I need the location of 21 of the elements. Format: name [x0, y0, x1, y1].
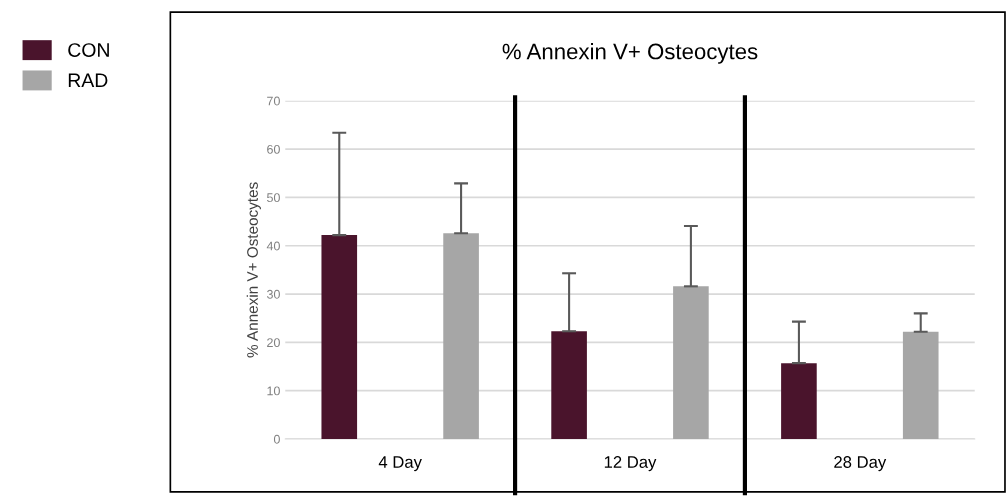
bar [443, 233, 479, 439]
y-tick-label: 10 [267, 386, 280, 396]
bar [321, 235, 358, 439]
chart-title: % Annexin V+ Osteocytes [502, 43, 758, 64]
x-tick-label: 12 Day [604, 456, 657, 472]
bar [551, 331, 587, 439]
bar [781, 363, 817, 439]
y-tick-label: 0 [273, 434, 280, 444]
x-tick-label: 4 Day [378, 456, 422, 472]
y-axis-title: % Annexin V+ Osteocytes [246, 182, 261, 358]
y-tick-label: 30 [266, 289, 280, 299]
x-tick-label: 28 Day [834, 456, 887, 472]
y-tick-label: 20 [267, 338, 280, 348]
y-tick-label: 50 [267, 193, 280, 203]
bar [673, 286, 709, 439]
y-tick-label: 60 [267, 144, 280, 154]
legend-label: RAD [68, 73, 108, 87]
bar [902, 331, 939, 439]
y-tick-label: 70 [267, 96, 280, 106]
y-tick-label: 40 [266, 241, 280, 251]
legend-label: CON [68, 43, 109, 57]
